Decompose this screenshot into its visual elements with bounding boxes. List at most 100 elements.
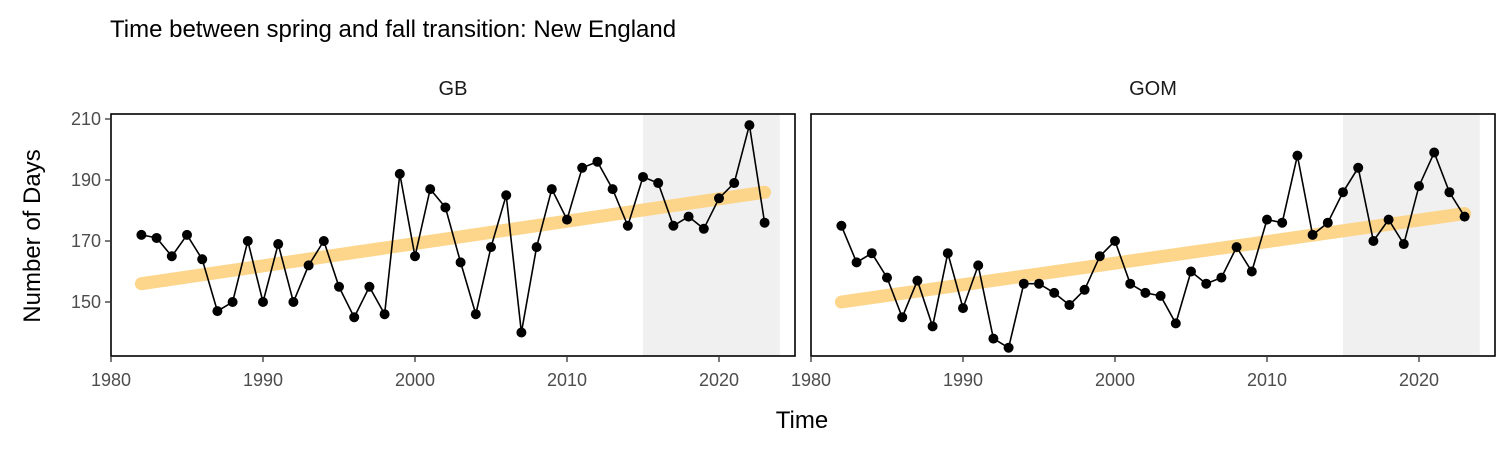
data-point [988, 333, 999, 344]
data-point [836, 220, 847, 231]
data-point [1246, 266, 1257, 277]
x-tick-label: 1990 [943, 370, 983, 390]
series-line [141, 124, 766, 333]
series-line [840, 150, 1466, 350]
data-point [958, 303, 968, 314]
data-point [1049, 287, 1060, 298]
data-point [470, 309, 481, 320]
data-point [182, 229, 192, 240]
y-tick-label: 210 [71, 109, 101, 129]
x-tick-label: 1980 [91, 370, 131, 390]
data-point [1110, 236, 1120, 246]
trend-line [134, 185, 772, 291]
y-tick-label: 170 [71, 231, 101, 251]
data-point [1353, 162, 1364, 173]
x-axis-label: Time [775, 407, 829, 434]
data-point [425, 184, 436, 195]
panel-gb: 1980 1990 2000 2010 2020 150 170 190 210 [71, 109, 796, 390]
data-point [1368, 236, 1379, 246]
x-tick-label: 2000 [1095, 370, 1135, 390]
data-point [1094, 251, 1105, 262]
data-point [1140, 287, 1151, 298]
data-point [364, 281, 375, 292]
data-point [744, 120, 755, 131]
trend-line [834, 207, 1472, 309]
data-point [759, 217, 770, 228]
chart-title: Time between spring and fall transition:… [110, 16, 677, 43]
data-point [227, 297, 238, 307]
data-point [1414, 181, 1424, 192]
data-point [531, 242, 542, 253]
facet-label-gb: GB [438, 78, 468, 100]
data-point [242, 236, 253, 246]
panel-border [110, 113, 796, 357]
data-point [1201, 278, 1212, 289]
data-point [912, 275, 923, 286]
x-tick-label: 2010 [1247, 370, 1287, 390]
data-point [486, 242, 496, 253]
data-point [1170, 318, 1181, 329]
data-point [607, 184, 618, 195]
data-point [1307, 229, 1318, 240]
x-tick-label: 2020 [699, 370, 739, 390]
data-point [927, 321, 938, 332]
data-point [516, 327, 527, 338]
data-point [622, 220, 633, 231]
data-point [1231, 242, 1242, 253]
data-point [577, 162, 588, 173]
data-point [318, 236, 329, 246]
data-point [303, 260, 314, 271]
x-tick-label: 2010 [547, 370, 587, 390]
data-point [334, 281, 344, 292]
data-point [455, 257, 466, 268]
x-tick-label: 2020 [1399, 370, 1439, 390]
data-point [440, 202, 451, 213]
data-point [1034, 278, 1044, 289]
x-tick-label: 1990 [243, 370, 283, 390]
data-point [1125, 278, 1136, 289]
data-point [638, 171, 648, 182]
data-point [258, 297, 268, 307]
data-point [501, 190, 512, 201]
data-point [166, 251, 177, 262]
data-point [897, 312, 908, 323]
data-point [1322, 217, 1333, 228]
data-point [714, 193, 724, 204]
data-point [1459, 211, 1470, 222]
data-point [851, 257, 862, 268]
data-point [1398, 239, 1409, 250]
x-tick-label: 1980 [791, 370, 831, 390]
data-point [1338, 187, 1348, 198]
data-point [288, 297, 299, 307]
data-point [349, 312, 360, 323]
data-point [273, 239, 284, 250]
data-point [1155, 290, 1166, 301]
highlight-region [1343, 114, 1480, 356]
data-point [1277, 217, 1288, 228]
panel-border [810, 113, 1496, 357]
data-point [1429, 147, 1440, 158]
data-point [562, 214, 572, 225]
data-point [394, 168, 405, 179]
y-tick-label: 150 [71, 292, 101, 312]
data-point [136, 229, 147, 240]
data-point [1186, 266, 1196, 277]
data-point [1003, 342, 1014, 353]
data-point [410, 251, 420, 262]
data-point [1292, 150, 1303, 161]
data-point [729, 178, 740, 189]
data-point [866, 248, 877, 259]
data-point [592, 156, 603, 167]
data-point [1216, 272, 1227, 283]
data-point [668, 220, 679, 231]
data-point [1064, 300, 1075, 311]
data-point [546, 184, 557, 195]
data-point [212, 306, 223, 317]
data-point [151, 232, 162, 243]
data-point [1018, 278, 1029, 289]
data-point [653, 178, 664, 189]
highlight-region [643, 114, 780, 356]
data-point [1444, 187, 1455, 198]
data-point [1262, 214, 1272, 225]
data-point [197, 254, 208, 265]
